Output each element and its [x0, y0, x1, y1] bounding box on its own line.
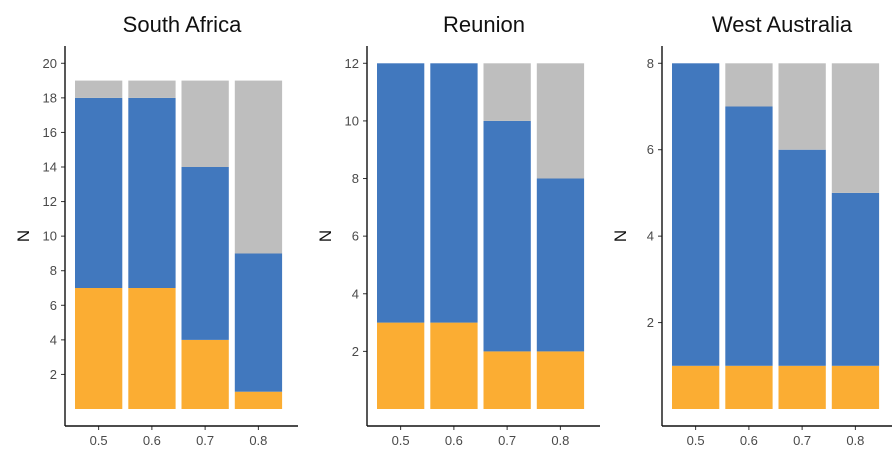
bar-segment: [536, 351, 585, 409]
bar-segment: [377, 63, 425, 323]
y-tick-label: 20: [43, 56, 57, 71]
bar-segment: [672, 365, 720, 409]
bar-segment: [536, 63, 585, 179]
bar-segment: [377, 322, 425, 409]
x-tick-label: 0.8: [846, 433, 864, 448]
panel-2: West Australia N 0.5 0.6 0.7 0.8 2 4 6 8: [611, 12, 892, 448]
y-axis-title: N: [316, 230, 335, 242]
bar-segment: [181, 80, 229, 167]
y-tick-label: 2: [352, 344, 359, 359]
y-tick-label: 8: [647, 56, 654, 71]
x-tick-label: 0.5: [392, 433, 410, 448]
bar-segment: [831, 365, 880, 409]
bar-segment: [128, 97, 176, 289]
y-axis-title: N: [14, 230, 33, 242]
panel-title: South Africa: [123, 12, 242, 37]
bar-segment: [128, 288, 176, 409]
x-tick-label: 0.6: [143, 433, 161, 448]
bar-segment: [831, 63, 880, 193]
x-tick-label: 0.7: [196, 433, 214, 448]
bar-segment: [483, 120, 531, 352]
bar-segment: [234, 80, 283, 254]
bar-segment: [75, 288, 123, 409]
x-tick-label: 0.6: [740, 433, 758, 448]
bar-segment: [75, 80, 123, 98]
y-tick-label: 10: [345, 113, 359, 128]
bar-segment: [234, 391, 283, 409]
bar-segment: [725, 106, 773, 366]
y-tick-label: 4: [352, 286, 359, 301]
bar-segment: [75, 97, 123, 289]
y-tick-label: 2: [647, 315, 654, 330]
y-tick-label: 14: [43, 160, 57, 175]
bar-segment: [536, 178, 585, 352]
bar-segment: [128, 80, 176, 98]
y-tick-label: 4: [647, 229, 654, 244]
y-tick-label: 6: [50, 298, 57, 313]
bar-segment: [725, 63, 773, 107]
y-tick-label: 6: [647, 142, 654, 157]
x-tick-label: 0.5: [90, 433, 108, 448]
bar-segment: [778, 63, 826, 150]
x-tick-label: 0.8: [249, 433, 267, 448]
y-tick-label: 18: [43, 90, 57, 105]
y-tick-label: 10: [43, 229, 57, 244]
y-tick-label: 6: [352, 229, 359, 244]
y-tick-label: 12: [43, 194, 57, 209]
bar-segment: [234, 253, 283, 392]
panel-title: West Australia: [712, 12, 853, 37]
y-tick-label: 8: [352, 171, 359, 186]
panel-title: Reunion: [443, 12, 525, 37]
x-tick-label: 0.8: [551, 433, 569, 448]
panel-0: South Africa N 0.5 0.6 0.7 0.8 2 4 6 8 10 12 14 16 18 2…: [14, 12, 298, 448]
bar-segment: [483, 351, 531, 409]
bar-segment: [778, 149, 826, 366]
bar-segment: [430, 322, 478, 409]
bar-segment: [831, 192, 880, 366]
y-tick-label: 2: [50, 367, 57, 382]
bar-segment: [672, 63, 720, 366]
y-tick-label: 4: [50, 332, 57, 347]
y-tick-label: 12: [345, 56, 359, 71]
bar-segment: [778, 365, 826, 409]
x-tick-label: 0.7: [498, 433, 516, 448]
x-tick-label: 0.7: [793, 433, 811, 448]
bar-segment: [430, 63, 478, 323]
panel-1: Reunion N 0.5 0.6 0.7 0.8 2 4 6 8 10 12: [316, 12, 600, 448]
y-tick-label: 8: [50, 263, 57, 278]
x-tick-label: 0.6: [445, 433, 463, 448]
x-tick-label: 0.5: [687, 433, 705, 448]
y-tick-label: 16: [43, 125, 57, 140]
bar-segment: [483, 63, 531, 121]
bar-segment: [181, 167, 229, 340]
bar-segment: [181, 339, 229, 409]
bar-segment: [725, 365, 773, 409]
y-axis-title: N: [611, 230, 630, 242]
